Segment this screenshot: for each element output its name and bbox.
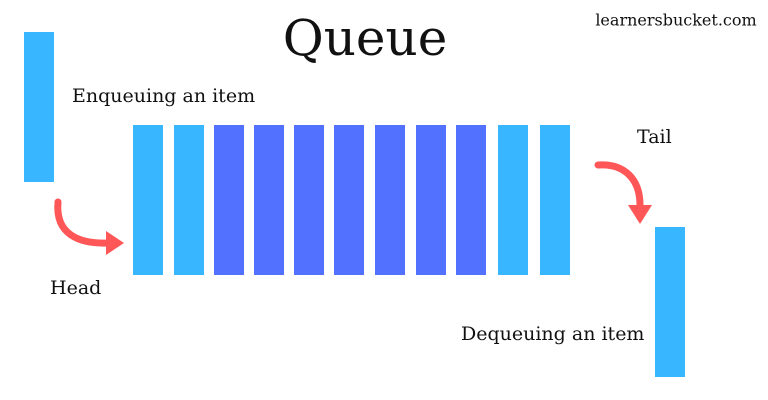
queue-item [174, 125, 204, 275]
queue-items [133, 125, 570, 275]
enqueue-arrow [54, 198, 124, 255]
queue-item [294, 125, 324, 275]
queue-item [334, 125, 364, 275]
dequeue-arrow [594, 161, 652, 224]
queue-item [456, 125, 486, 275]
enqueue-label: Enqueuing an item [72, 85, 255, 107]
arrow-head [106, 231, 124, 255]
dequeue-label: Dequeuing an item [461, 323, 644, 345]
queue-item [133, 125, 163, 275]
arrow-curve [54, 198, 112, 247]
queue-item [498, 125, 528, 275]
incoming-item [24, 32, 54, 182]
queue-item [416, 125, 446, 275]
queue-item [254, 125, 284, 275]
tail-label: Tail [637, 126, 672, 148]
watermark: learnersbucket.com [595, 11, 756, 30]
queue-item [375, 125, 405, 275]
title: Queue [283, 9, 448, 67]
head-label: Head [50, 277, 101, 299]
arrow-head [628, 205, 652, 224]
arrow-curve [594, 161, 644, 209]
queue-item [540, 125, 570, 275]
queue-item [214, 125, 244, 275]
outgoing-item [655, 227, 685, 377]
